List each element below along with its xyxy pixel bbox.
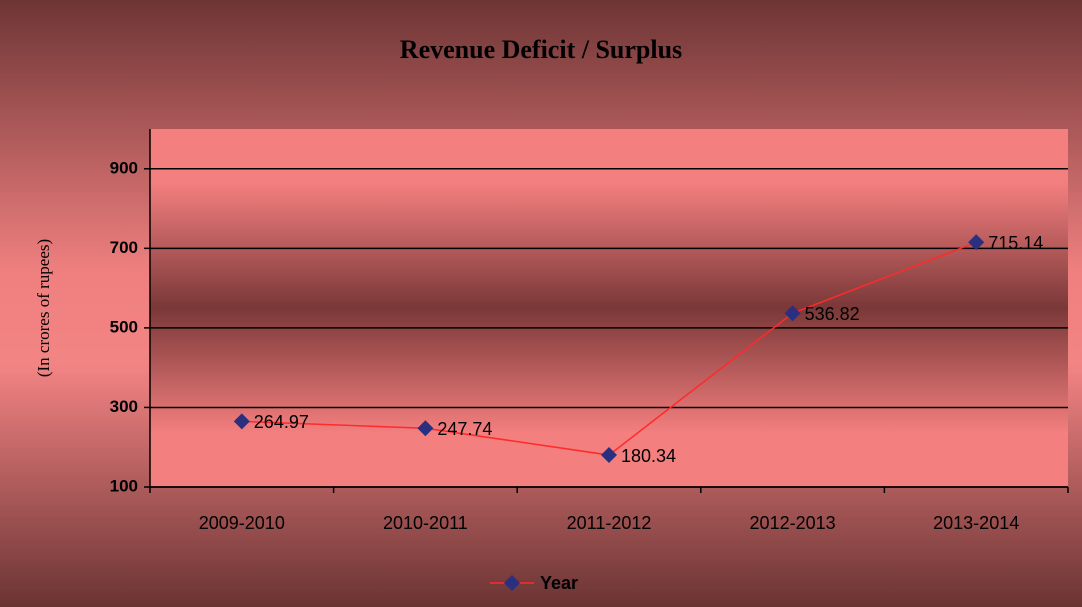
- chart-title: Revenue Deficit / Surplus: [400, 35, 682, 64]
- legend-marker: [504, 575, 520, 591]
- marker: [417, 420, 434, 437]
- data-label: 180.34: [621, 446, 676, 466]
- x-tick-label: 2009-2010: [199, 513, 285, 533]
- marker: [968, 234, 985, 251]
- data-label: 715.14: [988, 233, 1043, 253]
- x-tick-label: 2012-2013: [750, 513, 836, 533]
- legend-label: Year: [540, 573, 578, 593]
- y-tick-label: 500: [110, 317, 138, 336]
- y-tick-label: 100: [110, 476, 138, 495]
- data-label: 247.74: [437, 419, 492, 439]
- plot-area: [150, 129, 1068, 487]
- y-tick-label: 700: [110, 238, 138, 257]
- marker: [233, 413, 250, 430]
- marker: [784, 305, 801, 322]
- marker: [601, 447, 617, 464]
- data-label: 264.97: [254, 412, 309, 432]
- y-tick-label: 900: [110, 158, 138, 177]
- y-axis-label: (In crores of rupees): [34, 239, 53, 377]
- x-tick-label: 2013-2014: [933, 513, 1019, 533]
- x-tick-label: 2010-2011: [383, 513, 468, 533]
- y-tick-label: 300: [110, 397, 138, 416]
- data-label: 536.82: [805, 304, 860, 324]
- x-tick-label: 2011-2012: [567, 513, 652, 533]
